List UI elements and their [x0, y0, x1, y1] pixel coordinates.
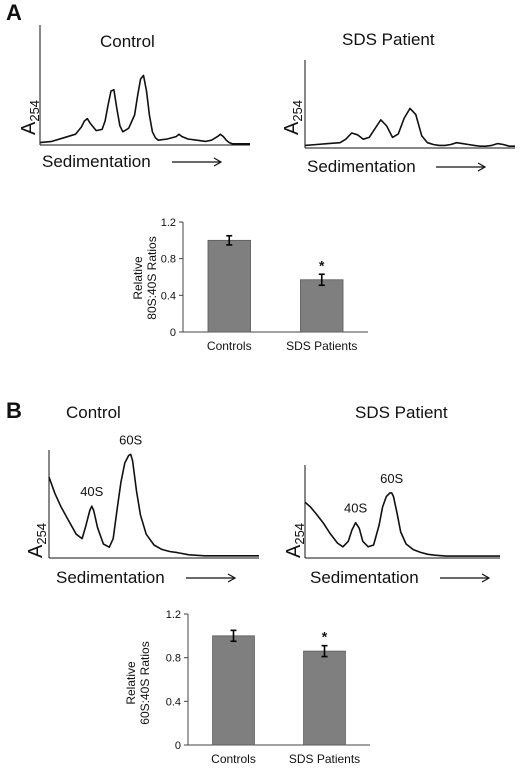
- peak-label-40s: 40S: [80, 484, 103, 499]
- xlabel-a-control: Sedimentation: [42, 152, 151, 171]
- ylabel-b-control-sub: 254: [34, 523, 49, 545]
- bar-controls: [207, 239, 251, 333]
- profile-trace: [48, 453, 259, 557]
- bar-category-label: Controls: [207, 339, 252, 353]
- ylabel-a-control-sub: 254: [27, 100, 42, 122]
- bar-y-tick-label: 1.2: [161, 217, 176, 229]
- bar-y-tick-label: 1.2: [166, 609, 181, 621]
- bar-y-tick-label: 0.4: [161, 290, 176, 302]
- ylabel-a-control-main: A: [18, 121, 40, 135]
- bar-y-tick-label: 0.4: [166, 696, 181, 708]
- svg-text:A254: A254: [25, 523, 49, 558]
- bar-y-tick-label: 0.8: [161, 254, 176, 266]
- arrow-b-control: [186, 573, 237, 583]
- profile-plot-a-patient: [304, 60, 515, 149]
- significance-marker: *: [319, 257, 325, 273]
- bar-category-label: SDS Patients: [289, 752, 360, 766]
- profile-plot-b-patient: 40S 60S: [304, 465, 500, 559]
- profile-trace: [39, 74, 250, 145]
- bar-chart-b: 0 0.4 0.8 1.2 Controls * SDS Patients: [166, 609, 370, 766]
- bar-y-tick-label: 0: [175, 740, 181, 752]
- bar-ylabel-b-line2: 60S:40S Ratios: [138, 641, 152, 724]
- xlabel-a-patient: Sedimentation: [307, 157, 416, 176]
- profile-plot-b-control: 40S 60S: [48, 432, 259, 559]
- bar-ylabel-a: Relative80S:40S Ratios: [131, 236, 159, 319]
- svg-text:Relative60S:40S Ratios: Relative60S:40S Ratios: [124, 641, 152, 724]
- bar-ylabel-a-line1: Relative: [131, 256, 145, 300]
- ylabel-a-patient: A254: [281, 100, 305, 135]
- svg-text:Relative80S:40S Ratios: Relative80S:40S Ratios: [131, 236, 159, 319]
- ylabel-a-patient-sub: 254: [290, 100, 305, 122]
- peak-label-40s: 40S: [344, 501, 367, 516]
- ylabel-b-control-main: A: [25, 544, 47, 558]
- bar-sds-patients: [300, 279, 344, 333]
- bar-category-label: Controls: [211, 752, 256, 766]
- bar-category-label: SDS Patients: [286, 339, 357, 353]
- arrow-a-patient: [436, 162, 487, 172]
- ylabel-b-patient: A254: [283, 523, 307, 558]
- svg-text:A254: A254: [281, 100, 305, 135]
- profile-plot-a-control: [39, 25, 250, 146]
- bar-ylabel-b: Relative60S:40S Ratios: [124, 641, 152, 724]
- peak-label-60s: 60S: [119, 432, 142, 447]
- peak-label-60s: 60S: [380, 471, 403, 486]
- panel-letter-b: B: [6, 398, 22, 423]
- ylabel-a-control: A254: [18, 100, 42, 135]
- ylabel-b-control: A254: [25, 523, 49, 558]
- arrow-a-control: [172, 157, 223, 167]
- xlabel-b-control: Sedimentation: [56, 568, 165, 587]
- ylabel-b-patient-sub: 254: [292, 523, 307, 545]
- bar-ylabel-b-line1: Relative: [124, 661, 138, 705]
- xlabel-b-patient: Sedimentation: [310, 568, 419, 587]
- profile-title-b-patient: SDS Patient: [355, 403, 448, 422]
- profile-trace: [304, 107, 515, 147]
- ylabel-a-patient-main: A: [281, 121, 303, 135]
- bar-chart-a: 0 0.4 0.8 1.2 Controls * SDS Patients: [161, 217, 368, 353]
- significance-marker: *: [322, 629, 328, 645]
- svg-text:A254: A254: [18, 100, 42, 135]
- bar-sds-patients: [303, 650, 346, 746]
- ylabel-b-patient-main: A: [283, 544, 305, 558]
- svg-text:A254: A254: [283, 523, 307, 558]
- bar-ylabel-a-line2: 80S:40S Ratios: [145, 236, 159, 319]
- bar-controls: [212, 635, 255, 746]
- profile-title-a-patient: SDS Patient: [342, 30, 435, 49]
- panel-letter-a: A: [6, 0, 22, 25]
- profile-trace: [304, 492, 500, 557]
- bar-y-tick-label: 0.8: [166, 653, 181, 665]
- profile-title-a-control: Control: [100, 32, 155, 51]
- arrow-b-patient: [440, 573, 491, 583]
- bar-y-tick-label: 0: [170, 327, 176, 339]
- profile-title-b-control: Control: [66, 403, 121, 422]
